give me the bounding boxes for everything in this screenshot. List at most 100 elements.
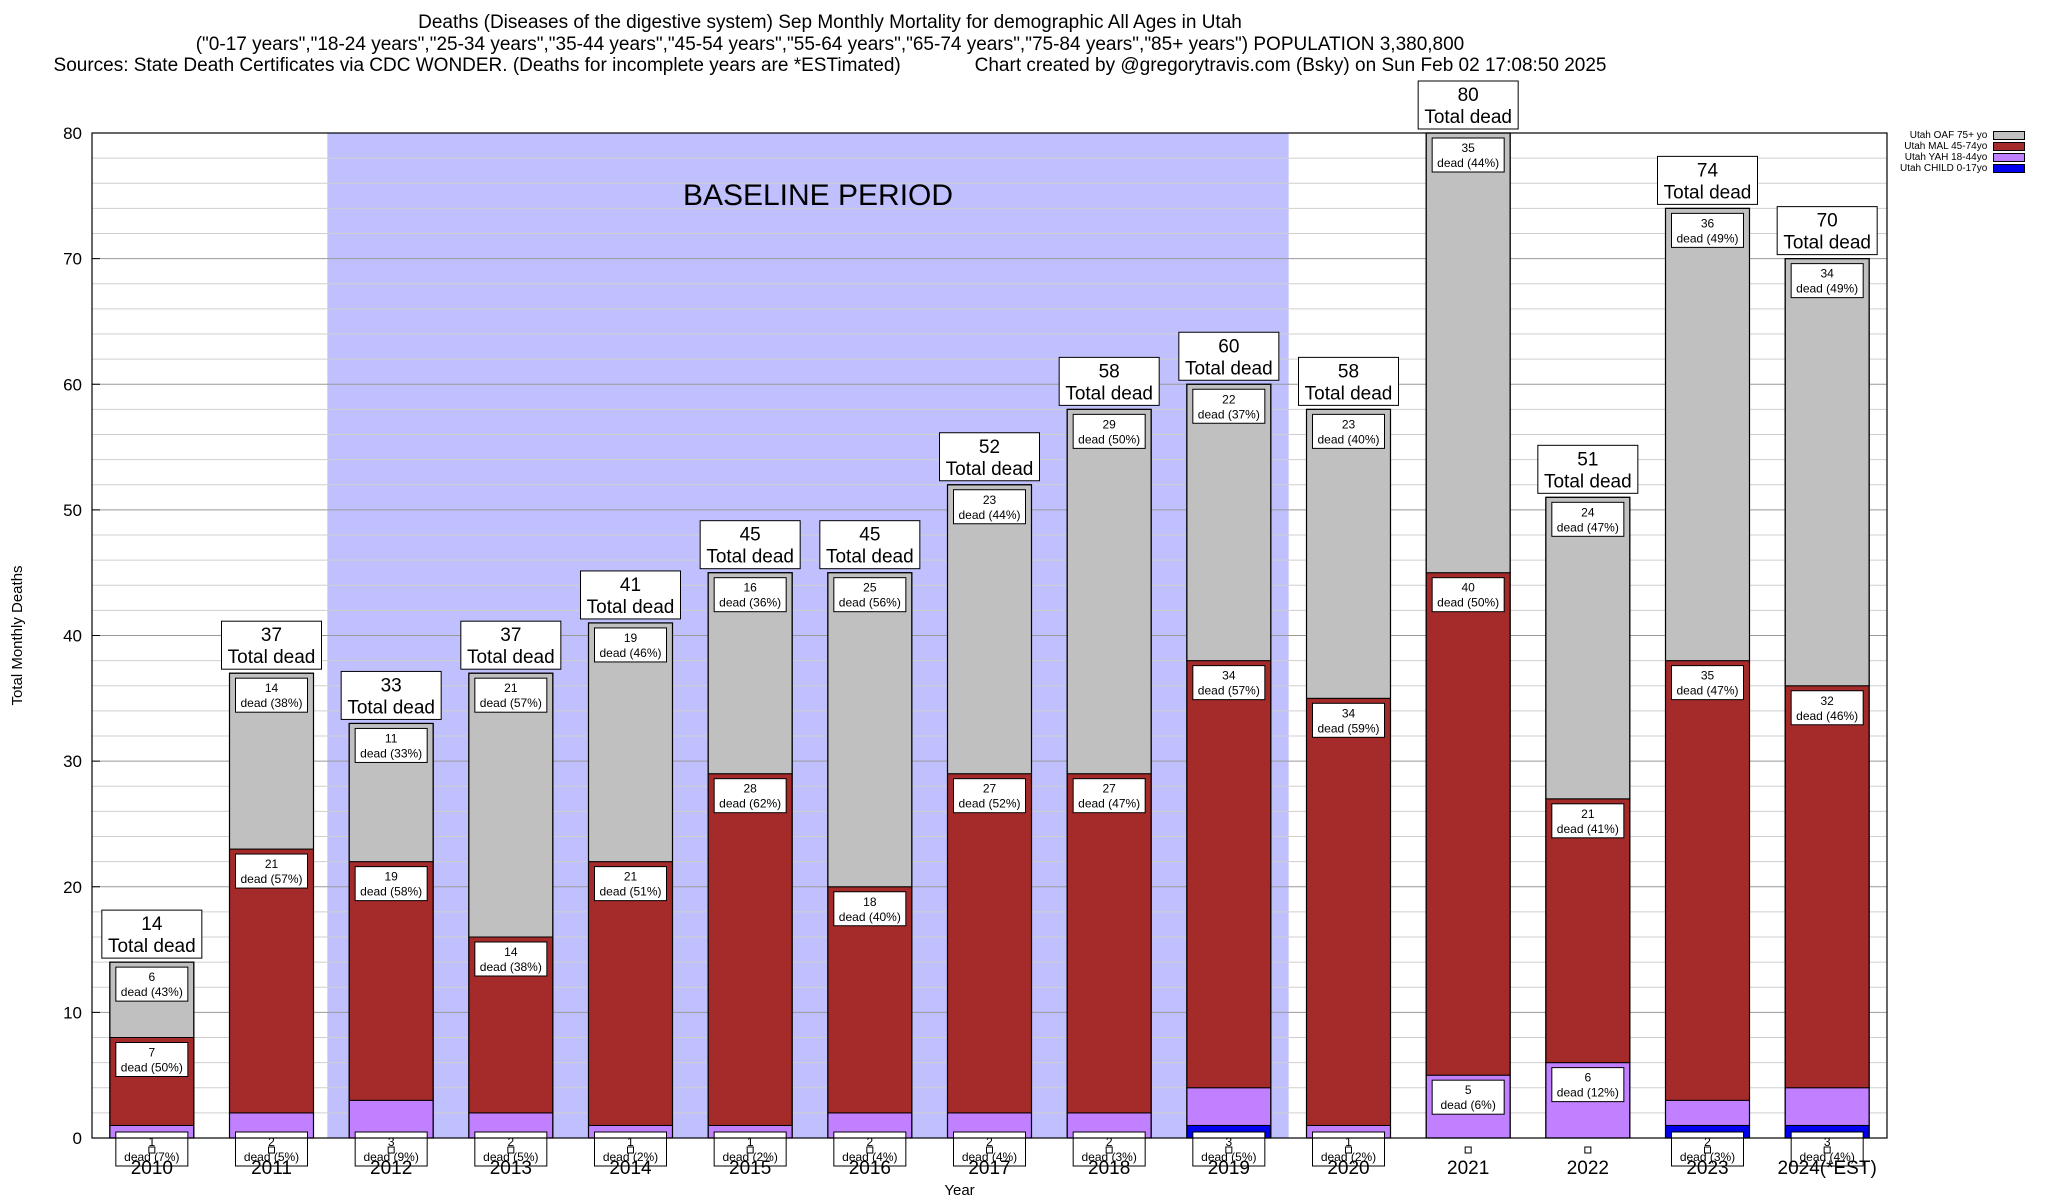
segment-percent: dead (46%) [1796,709,1858,723]
segment-percent: dead (9%) [363,1150,418,1164]
segment-percent: dead (2%) [1321,1150,1376,1164]
y-tick-label: 10 [63,1003,82,1022]
axis-marker [1105,1146,1113,1154]
segment-count: 11 [385,731,398,745]
segment-percent: dead (56%) [839,596,901,610]
bar-segment-oaf [1306,408,1391,699]
bar-segment-oaf [1784,258,1870,687]
segment-label-box [115,1042,189,1077]
segment-count: 29 [1102,417,1116,431]
axis-marker [1584,1146,1592,1154]
segment-percent: dead (38%) [240,696,302,710]
segment-percent: dead (52%) [958,797,1020,811]
bar-segment-mal [588,861,673,1126]
x-tick-label: 2018 [1088,1158,1130,1179]
segment-count: 3 [1225,1135,1232,1149]
total-value: 58 [1099,361,1120,382]
axis-marker [627,1146,634,1154]
segment-percent: dead (2%) [603,1150,658,1164]
y-tick-label: 30 [63,752,82,771]
segment-count: 6 [1584,1071,1591,1085]
segment-count: 2 [866,1135,873,1149]
total-suffix: Total dead [467,647,555,668]
total-suffix: Total dead [1544,471,1632,492]
bar-segment-mal [1545,798,1631,1064]
total-value: 51 [1577,449,1598,470]
y-tick-label: 40 [63,627,82,646]
segment-label-box [953,778,1026,814]
axis-marker [1225,1146,1233,1154]
total-label-box [221,620,322,670]
bar-segment-yah [1665,1099,1750,1126]
segment-percent: dead (46%) [599,646,661,660]
segment-percent: dead (4%) [842,1150,897,1164]
axis-marker [746,1146,754,1154]
segment-label-box [1192,388,1266,424]
axis-marker [866,1146,874,1154]
segment-label-box [1551,501,1625,537]
segment-label-box [1431,1079,1505,1115]
segment-count: 1 [627,1135,634,1149]
segment-label-box [235,677,308,713]
segment-count: 1 [1345,1135,1352,1149]
segment-percent: dead (50%) [1078,432,1140,446]
legend-swatch-child [1993,164,2026,173]
segment-percent: dead (57%) [240,872,302,886]
chart-legend: Utah OAF 75+ yo Utah MAL 45-74yo Utah YA… [1900,130,2026,174]
x-tick-label: 2010 [131,1158,173,1179]
total-value: 70 [1817,211,1838,232]
segment-percent: dead (49%) [1676,231,1738,245]
segment-count: 23 [1342,417,1356,431]
segment-count: 34 [1222,669,1236,683]
segment-percent: dead (47%) [1078,797,1140,811]
x-tick-label: 2013 [490,1158,532,1179]
total-label-box [699,520,801,570]
segment-percent: dead (44%) [958,508,1020,522]
segment-label-box [1671,665,1744,701]
segment-count: 35 [1461,141,1475,155]
segment-percent: dead (44%) [1437,156,1499,170]
x-tick-label: 2017 [968,1158,1010,1179]
segment-count: 5 [1465,1083,1472,1097]
segment-count: 2 [268,1135,275,1149]
bar-segment-oaf [1665,207,1750,662]
total-label-box [1776,206,1878,256]
total-value: 45 [740,525,761,546]
x-tick-label: 2022 [1567,1158,1609,1179]
segment-count: 19 [384,870,398,884]
total-label-box [1298,356,1399,406]
chart-title: Deaths (Diseases of the digestive system… [418,12,1242,33]
segment-count: 1 [148,1135,155,1149]
segment-percent: dead (40%) [839,910,901,924]
bar-segment-mal [1186,660,1272,1089]
segment-label-box [1790,690,1864,726]
bar-segment-mal [229,848,314,1114]
bar-segment-oaf [1066,408,1152,775]
total-label-box [1537,444,1639,494]
total-suffix: Total dead [1305,383,1393,404]
y-axis-ticks: 0 10 20 30 40 50 60 70 80 [63,124,100,1148]
bar-segment-mal [1066,773,1152,1114]
segment-count: 27 [1102,782,1116,796]
x-tick-label: 2015 [729,1158,771,1179]
segment-count: 3 [388,1135,395,1149]
x-axis-label: Year [944,1182,974,1199]
